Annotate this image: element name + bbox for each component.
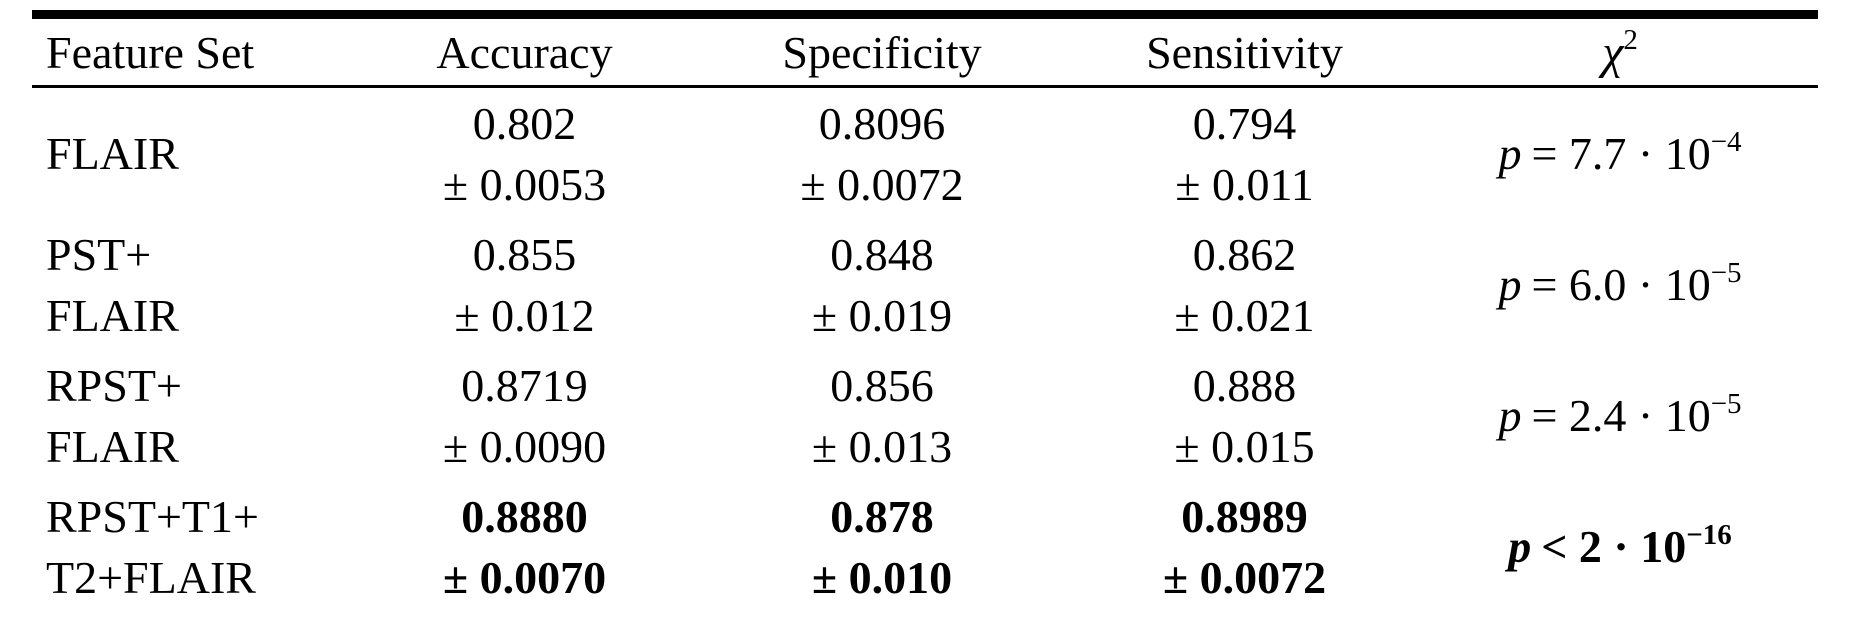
metric-error: ± 0.011: [1175, 158, 1314, 210]
specificity-cell: 0.8096 ± 0.0072: [697, 87, 1067, 220]
p-expression: = 6.0 · 10: [1531, 259, 1711, 310]
sensitivity-cell: 0.862 ± 0.021: [1067, 219, 1422, 350]
column-header-feature-set: Feature Set: [46, 26, 255, 78]
metric-value: 0.8880: [461, 490, 588, 542]
sensitivity-cell: 0.794 ± 0.011: [1067, 87, 1422, 220]
feature-cell: FLAIR: [32, 87, 352, 220]
metric-value: 0.848: [830, 228, 934, 280]
metric-error: ± 0.0053: [442, 158, 607, 210]
p-value-cell: p = 2.4 · 10−5: [1422, 350, 1818, 481]
metric-error: ± 0.0090: [442, 420, 607, 472]
feature-label-line: RPST+: [46, 359, 182, 411]
p-expression: = 7.7 · 10: [1531, 128, 1711, 179]
metric-value: 0.888: [1192, 359, 1297, 411]
column-header-accuracy: Accuracy: [436, 26, 613, 78]
specificity-cell: 0.878 ± 0.010: [697, 481, 1067, 612]
table-row-flair: FLAIR 0.802 ± 0.0053 0.8096 ± 0.0072 0.7…: [32, 87, 1818, 220]
sensitivity-cell: 0.8989 ± 0.0072: [1067, 481, 1422, 612]
accuracy-cell: 0.802 ± 0.0053: [352, 87, 697, 220]
metric-value: 0.8719: [461, 359, 588, 411]
metric-error: ± 0.015: [1174, 420, 1315, 472]
column-header-chi-squared: χ2: [1422, 15, 1818, 87]
feature-cell: PST+ FLAIR: [32, 219, 352, 350]
metric-error: ± 0.021: [1174, 289, 1315, 341]
p-exponent: −16: [1686, 518, 1732, 551]
metric-value: 0.8989: [1181, 490, 1308, 542]
p-exponent: −4: [1710, 125, 1742, 158]
metric-error: ± 0.019: [811, 289, 953, 341]
column-header-sensitivity: Sensitivity: [1146, 26, 1343, 78]
feature-label-line: RPST+T1+: [46, 490, 259, 542]
metric-value: 0.802: [472, 97, 577, 149]
column-header-specificity: Specificity: [782, 26, 982, 78]
p-variable: p: [1508, 521, 1532, 572]
metric-value: 0.878: [830, 490, 934, 542]
p-variable: p: [1498, 390, 1522, 441]
table-row-rpst-flair: RPST+ FLAIR 0.8719 ± 0.0090 0.856 ± 0.01…: [32, 350, 1818, 481]
feature-label-line: T2+FLAIR: [46, 551, 256, 603]
p-expression: < 2 · 10: [1541, 521, 1687, 572]
p-variable: p: [1498, 128, 1522, 179]
metric-value: 0.855: [472, 228, 577, 280]
p-variable: p: [1498, 259, 1522, 310]
specificity-cell: 0.856 ± 0.013: [697, 350, 1067, 481]
accuracy-cell: 0.8719 ± 0.0090: [352, 350, 697, 481]
table-header: Feature Set Accuracy Specificity Sensiti…: [32, 14, 1818, 87]
metric-error: ± 0.0070: [442, 551, 607, 603]
metric-value: 0.8096: [818, 97, 946, 149]
feature-cell: RPST+T1+ T2+FLAIR: [32, 481, 352, 612]
feature-label-line: FLAIR: [46, 420, 179, 472]
table-row-pst-flair: PST+ FLAIR 0.855 ± 0.012 0.848 ± 0.019 0…: [32, 219, 1818, 350]
p-exponent: −5: [1710, 387, 1742, 420]
feature-label-line: FLAIR: [46, 289, 179, 341]
p-value-cell: p = 6.0 · 10−5: [1422, 219, 1818, 350]
p-value-cell: p < 2 · 10−16: [1422, 481, 1818, 612]
p-value-cell: p = 7.7 · 10−4: [1422, 87, 1818, 220]
metric-value: 0.794: [1192, 97, 1297, 149]
metric-error: ± 0.013: [811, 420, 953, 472]
chi-exponent: 2: [1623, 24, 1638, 57]
accuracy-cell: 0.855 ± 0.012: [352, 219, 697, 350]
metric-value: 0.862: [1192, 228, 1297, 280]
table-body: FLAIR 0.802 ± 0.0053 0.8096 ± 0.0072 0.7…: [32, 87, 1818, 613]
specificity-cell: 0.848 ± 0.019: [697, 219, 1067, 350]
accuracy-cell: 0.8880 ± 0.0070: [352, 481, 697, 612]
header-row: Feature Set Accuracy Specificity Sensiti…: [32, 14, 1818, 87]
results-table: Feature Set Accuracy Specificity Sensiti…: [32, 10, 1818, 612]
metric-value: 0.856: [830, 359, 934, 411]
p-exponent: −5: [1710, 256, 1742, 289]
sensitivity-cell: 0.888 ± 0.015: [1067, 350, 1422, 481]
feature-cell: RPST+ FLAIR: [32, 350, 352, 481]
metric-error: ± 0.0072: [1162, 551, 1327, 603]
metric-error: ± 0.010: [811, 551, 953, 603]
feature-label-line: FLAIR: [46, 128, 179, 179]
chi-symbol: χ: [1602, 25, 1624, 79]
table-row-rpst-t1-t2-flair: RPST+T1+ T2+FLAIR 0.8880 ± 0.0070 0.878 …: [32, 481, 1818, 612]
feature-label-line: PST+: [46, 228, 152, 280]
metric-error: ± 0.012: [454, 289, 595, 341]
results-table-wrap: Feature Set Accuracy Specificity Sensiti…: [32, 10, 1818, 612]
metric-error: ± 0.0072: [800, 158, 964, 210]
p-expression: = 2.4 · 10: [1531, 390, 1711, 441]
